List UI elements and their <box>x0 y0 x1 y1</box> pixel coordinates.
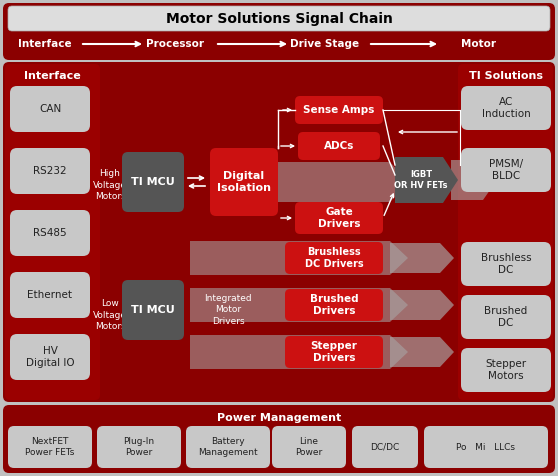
Text: RS232: RS232 <box>33 166 67 176</box>
FancyBboxPatch shape <box>186 426 270 468</box>
FancyBboxPatch shape <box>295 202 383 234</box>
Text: ADCs: ADCs <box>324 141 354 151</box>
FancyBboxPatch shape <box>285 289 383 321</box>
Text: Stepper
Motors: Stepper Motors <box>485 359 527 381</box>
Text: Sense Amps: Sense Amps <box>304 105 374 115</box>
FancyBboxPatch shape <box>10 86 90 132</box>
FancyBboxPatch shape <box>458 64 553 400</box>
Text: Brushless
DC: Brushless DC <box>480 253 531 275</box>
FancyBboxPatch shape <box>352 426 418 468</box>
Text: TI MCU: TI MCU <box>131 177 175 187</box>
Text: Motor Solutions Signal Chain: Motor Solutions Signal Chain <box>166 12 392 26</box>
FancyBboxPatch shape <box>210 148 278 216</box>
FancyBboxPatch shape <box>10 272 90 318</box>
Text: Battery
Management: Battery Management <box>198 437 258 456</box>
Polygon shape <box>395 157 458 203</box>
Text: Brushless
DC Drivers: Brushless DC Drivers <box>305 247 363 269</box>
Text: Brushed
Drivers: Brushed Drivers <box>310 294 358 316</box>
FancyBboxPatch shape <box>461 242 551 286</box>
Text: Low
Voltage
Motors: Low Voltage Motors <box>93 299 127 331</box>
FancyBboxPatch shape <box>8 426 92 468</box>
Text: TI MCU: TI MCU <box>131 305 175 315</box>
Text: Power Management: Power Management <box>217 413 341 423</box>
Polygon shape <box>390 337 454 367</box>
Text: PMSM/
BLDC: PMSM/ BLDC <box>489 159 523 181</box>
Text: TI Solutions: TI Solutions <box>469 71 543 81</box>
Text: Line
Power: Line Power <box>295 437 323 456</box>
Text: HV
Digital IO: HV Digital IO <box>26 346 74 368</box>
Text: Plug-In
Power: Plug-In Power <box>123 437 155 456</box>
Text: NextFET
Power FETs: NextFET Power FETs <box>25 437 75 456</box>
FancyBboxPatch shape <box>10 334 90 380</box>
FancyBboxPatch shape <box>97 426 181 468</box>
Polygon shape <box>190 335 408 369</box>
Polygon shape <box>390 243 454 273</box>
Text: Integrated
Motor
Drivers: Integrated Motor Drivers <box>204 294 252 327</box>
FancyBboxPatch shape <box>285 336 383 368</box>
Text: AC
Induction: AC Induction <box>482 97 530 119</box>
FancyBboxPatch shape <box>8 6 550 31</box>
FancyBboxPatch shape <box>461 348 551 392</box>
Bar <box>8 33 550 56</box>
Text: Ethernet: Ethernet <box>27 290 73 300</box>
Text: IGBT
OR HV FETs: IGBT OR HV FETs <box>395 170 448 190</box>
Text: High
Voltage
Motors: High Voltage Motors <box>93 169 127 201</box>
Text: Digital
Isolation: Digital Isolation <box>217 171 271 193</box>
FancyBboxPatch shape <box>461 86 551 130</box>
FancyBboxPatch shape <box>461 148 551 192</box>
FancyBboxPatch shape <box>295 96 383 124</box>
FancyBboxPatch shape <box>272 426 346 468</box>
FancyBboxPatch shape <box>298 132 380 160</box>
Polygon shape <box>190 288 408 322</box>
Polygon shape <box>390 290 454 320</box>
FancyBboxPatch shape <box>3 3 555 60</box>
Text: Po   Mi   LLCs: Po Mi LLCs <box>456 443 516 452</box>
Text: RS485: RS485 <box>33 228 67 238</box>
FancyBboxPatch shape <box>10 210 90 256</box>
FancyBboxPatch shape <box>424 426 548 468</box>
Text: Interface: Interface <box>23 71 80 81</box>
Polygon shape <box>190 241 408 275</box>
Text: Brushed
DC: Brushed DC <box>484 306 528 328</box>
Text: DC/DC: DC/DC <box>371 443 400 452</box>
Polygon shape <box>451 160 497 200</box>
FancyBboxPatch shape <box>122 280 184 340</box>
Text: Drive Stage: Drive Stage <box>290 39 359 49</box>
Text: Gate
Drivers: Gate Drivers <box>318 207 360 229</box>
Polygon shape <box>210 162 408 202</box>
FancyBboxPatch shape <box>3 405 555 473</box>
FancyBboxPatch shape <box>3 62 555 402</box>
FancyBboxPatch shape <box>461 295 551 339</box>
FancyBboxPatch shape <box>5 64 100 400</box>
Text: Processor: Processor <box>146 39 204 49</box>
Text: CAN: CAN <box>39 104 61 114</box>
Text: Interface: Interface <box>18 39 72 49</box>
FancyBboxPatch shape <box>10 148 90 194</box>
FancyBboxPatch shape <box>122 152 184 212</box>
Text: Stepper
Drivers: Stepper Drivers <box>311 341 358 363</box>
Text: Motor: Motor <box>460 39 496 49</box>
FancyBboxPatch shape <box>285 242 383 274</box>
